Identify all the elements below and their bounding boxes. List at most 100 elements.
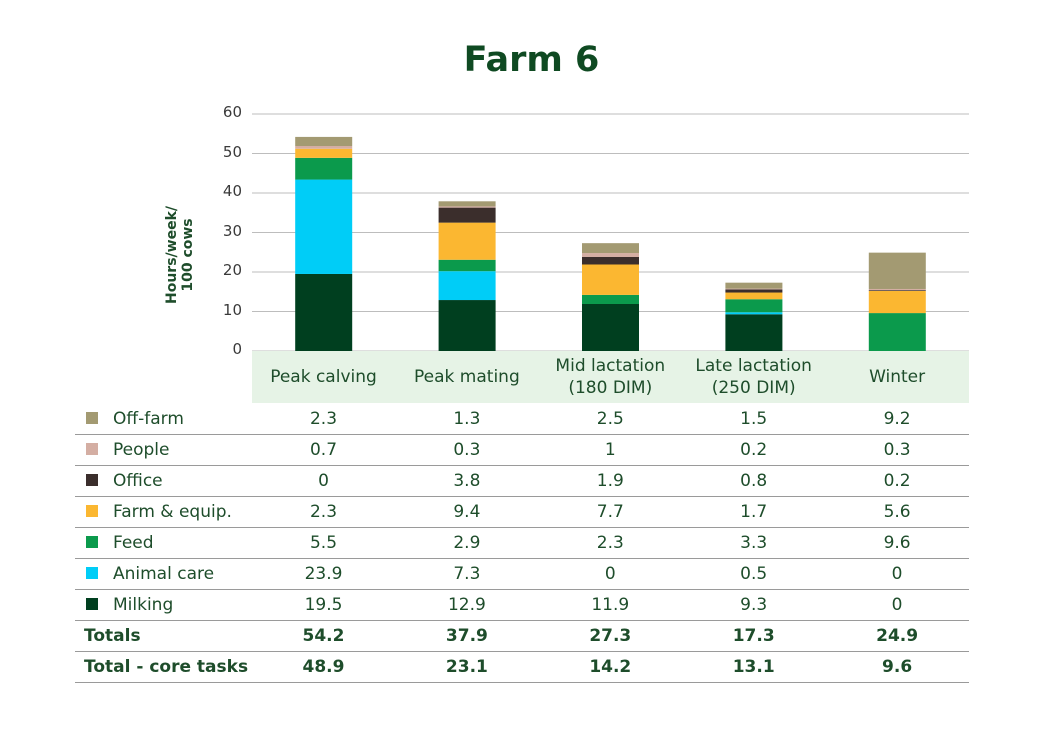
bar-segment xyxy=(868,290,926,291)
legend-row: Office 0 3.8 1.9 0.8 0.2 xyxy=(75,466,969,497)
category-band xyxy=(252,351,969,403)
legend-row: Animal care 23.9 7.3 0 0.5 0 xyxy=(75,559,969,590)
bar-segment xyxy=(295,179,353,274)
bar-stacks xyxy=(295,136,926,351)
table-cell: 2.3 xyxy=(596,533,624,553)
legend-row: Off-farm 2.3 1.3 2.5 1.5 9.2 xyxy=(75,404,969,435)
table-cell: 9.3 xyxy=(740,595,768,615)
bar-segment xyxy=(725,282,783,289)
bar-segment xyxy=(295,136,353,146)
chart-title: Farm 6 xyxy=(463,40,600,80)
table-cell: 1.7 xyxy=(740,502,768,522)
bar-segment xyxy=(295,148,353,158)
table-cell: 23.1 xyxy=(445,657,488,677)
table-cell: 1.3 xyxy=(453,409,481,429)
row-label: Farm & equip. xyxy=(113,502,232,522)
bar-segment xyxy=(438,207,496,223)
row-label: Office xyxy=(113,471,163,491)
table-cell: 1 xyxy=(604,440,616,460)
table-cell: 13.1 xyxy=(732,657,775,677)
legend-swatch xyxy=(86,443,98,455)
bar-segment xyxy=(295,145,353,149)
table-cell: 1.5 xyxy=(740,409,768,429)
row-label: Total - core tasks xyxy=(84,657,249,677)
table-cell: 0 xyxy=(891,595,903,615)
legend-row: Feed 5.5 2.9 2.3 3.3 9.6 xyxy=(75,528,969,559)
y-tick-label: 60 xyxy=(222,103,242,121)
legend-swatch xyxy=(86,505,98,517)
category-label: Mid lactation (180 DIM) xyxy=(555,356,666,398)
y-tick-label: 10 xyxy=(222,300,242,319)
legend-swatch xyxy=(86,412,98,424)
bar-segment xyxy=(725,312,783,315)
bar-segment xyxy=(295,273,353,351)
table-cell: 0.5 xyxy=(740,564,768,584)
y-tick-label: 0 xyxy=(232,340,242,358)
core-totals-row: Total - core tasks 48.9 23.1 14.2 13.1 9.6 xyxy=(75,652,969,683)
bar-segment xyxy=(438,259,496,272)
totals-row: Totals 54.2 37.9 27.3 17.3 24.9 xyxy=(75,621,969,652)
table-cell: 3.3 xyxy=(740,533,768,553)
table-cell: 2.5 xyxy=(596,409,624,429)
table-cell: 5.5 xyxy=(309,533,338,553)
table-cell: 17.3 xyxy=(732,626,775,646)
table-cell: 9.2 xyxy=(883,409,911,429)
category-label: Peak mating xyxy=(414,367,520,387)
category-label: Late lactation (250 DIM) xyxy=(695,356,812,398)
bar-segment xyxy=(438,201,496,207)
bar-segment xyxy=(868,288,926,291)
bar-segment xyxy=(582,243,639,254)
table-cell: 12.9 xyxy=(447,595,486,615)
table-cell: 0 xyxy=(891,564,903,584)
bar-segment xyxy=(438,300,496,351)
table-cell: 0.8 xyxy=(740,471,768,491)
bar-segment xyxy=(295,157,353,180)
data-table: Off-farm 2.3 1.3 2.5 1.5 9.2 People 0.7 0.3 1 0.2 0… xyxy=(75,404,969,683)
legend-swatch xyxy=(86,567,98,579)
table-cell: 7.3 xyxy=(453,564,481,584)
table-cell: 19.5 xyxy=(304,595,343,615)
table-cell: 0.2 xyxy=(883,471,911,491)
table-cell: 5.6 xyxy=(883,502,911,522)
y-axis-label: Hours/week/ 100 cows xyxy=(164,206,196,304)
table-cell: 0.7 xyxy=(309,440,338,460)
table-cell: 23.9 xyxy=(304,564,343,584)
bar-segment xyxy=(725,299,783,313)
table-cell: 3.8 xyxy=(453,471,481,491)
bar-segment xyxy=(868,313,926,351)
legend-swatch xyxy=(86,536,98,548)
row-label: Totals xyxy=(84,626,141,646)
table-cell: 0.2 xyxy=(740,440,768,460)
table-cell: 9.6 xyxy=(883,533,911,553)
table-cell: 11.9 xyxy=(591,595,630,615)
bar-segment xyxy=(582,303,639,351)
bar-segment xyxy=(725,288,783,290)
table-cell: 48.9 xyxy=(302,657,345,677)
table-cell: 0.3 xyxy=(883,440,911,460)
bar-segment xyxy=(725,292,783,300)
table-cell: 0 xyxy=(604,564,616,584)
bar-segment xyxy=(438,271,496,301)
bar-segment xyxy=(868,290,926,314)
legend-swatch xyxy=(86,474,98,486)
table-cell: 54.2 xyxy=(302,626,345,646)
category-label: Peak calving xyxy=(270,367,377,387)
y-tick-label: 50 xyxy=(222,142,242,161)
bar-segment xyxy=(438,222,496,260)
bar-segment xyxy=(438,206,496,208)
y-tick-label: 40 xyxy=(222,182,242,200)
table-cell: 24.9 xyxy=(876,626,919,646)
table-cell: 9.6 xyxy=(882,657,913,677)
table-cell: 2.3 xyxy=(309,502,338,522)
table-cell: 2.3 xyxy=(309,409,338,429)
table-cell: 14.2 xyxy=(589,657,632,677)
legend-swatch xyxy=(86,598,98,610)
bar-segment xyxy=(582,264,639,295)
table-cell: 0.3 xyxy=(453,440,481,460)
category-label: Winter xyxy=(869,367,926,387)
legend-row: Farm & equip. 2.3 9.4 7.7 1.7 5.6 xyxy=(75,497,969,528)
bar-segment xyxy=(725,289,783,293)
bar-segment xyxy=(582,253,639,257)
table-cell: 7.7 xyxy=(596,502,624,522)
table-cell: 2.9 xyxy=(453,533,481,553)
